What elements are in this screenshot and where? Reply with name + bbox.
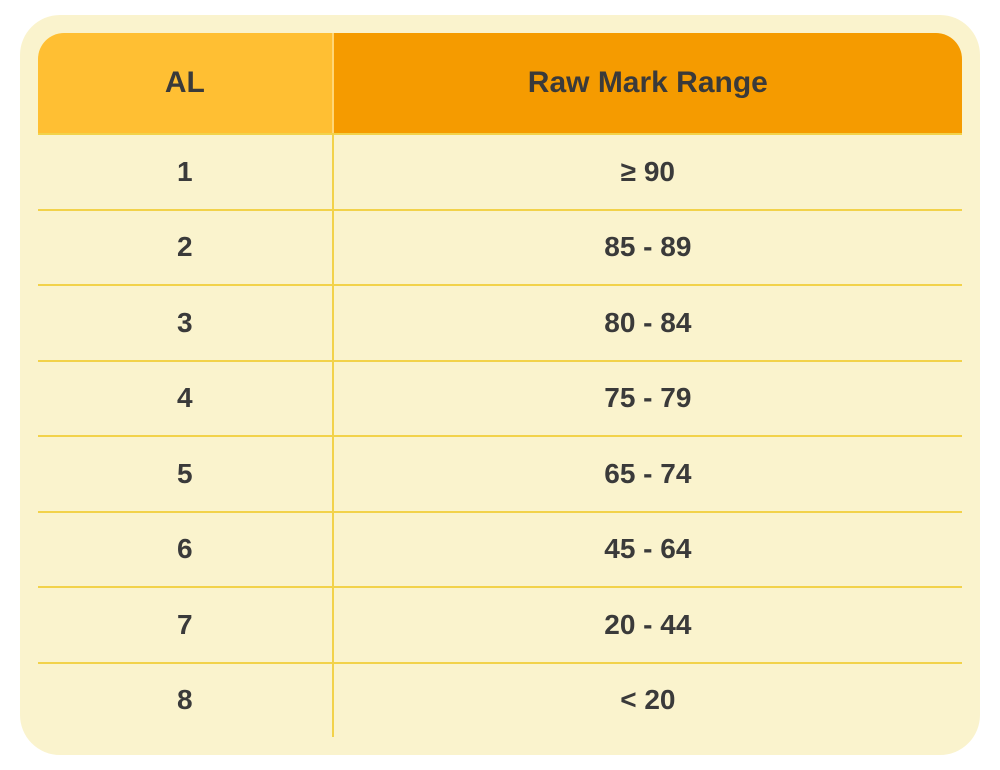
- table-row: 4 75 - 79: [38, 360, 962, 436]
- table-row: 6 45 - 64: [38, 511, 962, 587]
- cell-range: 85 - 89: [334, 209, 962, 285]
- cell-range: < 20: [334, 662, 962, 738]
- table-row: 1 ≥ 90: [38, 133, 962, 209]
- cell-range: 65 - 74: [334, 435, 962, 511]
- header-range: Raw Mark Range: [334, 33, 962, 133]
- cell-range: 80 - 84: [334, 284, 962, 360]
- al-range-table: AL Raw Mark Range 1 ≥ 90 2 85 - 89 3 80 …: [38, 33, 962, 737]
- table-row: 8 < 20: [38, 662, 962, 738]
- table-header-row: AL Raw Mark Range: [38, 33, 962, 133]
- table-row: 5 65 - 74: [38, 435, 962, 511]
- table-row: 3 80 - 84: [38, 284, 962, 360]
- table-card: AL Raw Mark Range 1 ≥ 90 2 85 - 89 3 80 …: [20, 15, 980, 755]
- cell-range: 20 - 44: [334, 586, 962, 662]
- table-row: 2 85 - 89: [38, 209, 962, 285]
- cell-al: 6: [38, 511, 334, 587]
- cell-range: 45 - 64: [334, 511, 962, 587]
- cell-al: 8: [38, 662, 334, 738]
- cell-range: 75 - 79: [334, 360, 962, 436]
- cell-al: 3: [38, 284, 334, 360]
- cell-al: 4: [38, 360, 334, 436]
- header-al: AL: [38, 33, 334, 133]
- table-row: 7 20 - 44: [38, 586, 962, 662]
- table-body: 1 ≥ 90 2 85 - 89 3 80 - 84 4 75 - 79 5 6…: [38, 133, 962, 737]
- cell-range: ≥ 90: [334, 133, 962, 209]
- cell-al: 1: [38, 133, 334, 209]
- cell-al: 2: [38, 209, 334, 285]
- cell-al: 7: [38, 586, 334, 662]
- cell-al: 5: [38, 435, 334, 511]
